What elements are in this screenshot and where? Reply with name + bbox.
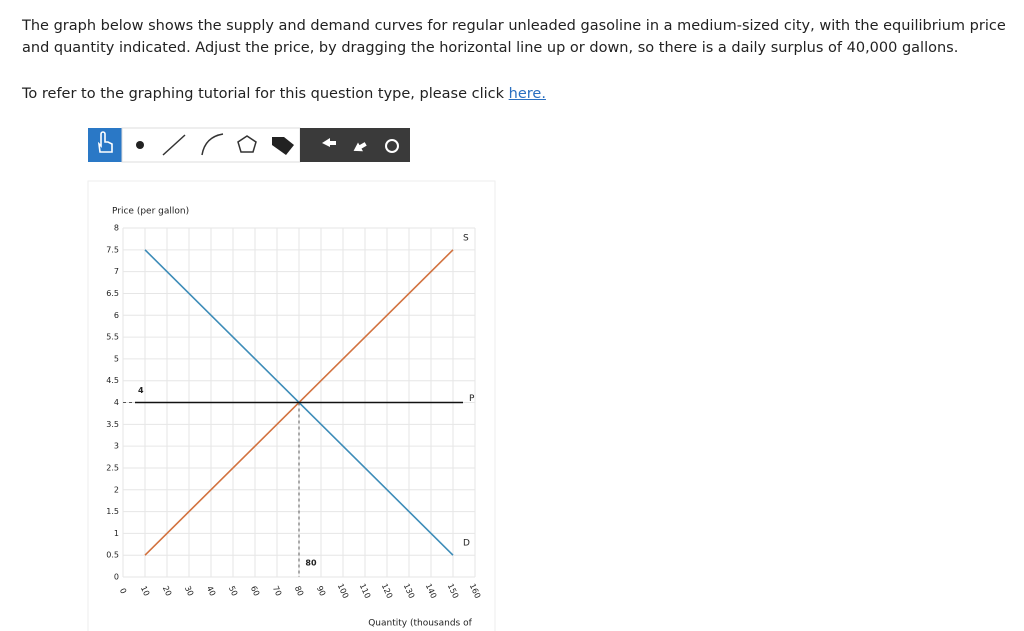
tutorial-link[interactable]: here. (508, 86, 546, 102)
y-tick-label: 3 (114, 442, 119, 451)
equilibrium-quantity-label: 80 (305, 559, 317, 568)
y-tick-label: 6.5 (106, 289, 119, 298)
y-tick-label: 5 (114, 354, 119, 363)
tool-point[interactable] (136, 141, 144, 149)
price-line-label: P (469, 394, 475, 404)
y-tick-label: 0.5 (106, 551, 119, 560)
tool-curve[interactable] (201, 133, 224, 156)
y-tick-label: 4 (114, 398, 119, 407)
tutorial-prefix: To refer to the graphing tutorial for th… (22, 86, 505, 102)
x-tick-label: 80 (293, 584, 305, 597)
x-tick-label: 10 (139, 584, 151, 597)
y-tick-label: 2 (114, 485, 119, 494)
tool-history (300, 128, 410, 162)
x-tick-label: 0 (118, 587, 128, 595)
y-tick-label: 7.5 (106, 245, 119, 254)
y-tick-label: 2.5 (106, 463, 119, 472)
x-tick-label: 40 (205, 584, 217, 597)
plot: 00.511.522.533.544.555.566.577.580 10 20 30… (106, 207, 482, 629)
y-tick-label: 7 (114, 267, 119, 276)
tool-group (121, 127, 301, 163)
hand-icon (97, 131, 113, 153)
question-line: The graph below shows the supply and dem… (22, 18, 1006, 34)
tool-undo[interactable] (322, 138, 336, 147)
y-tick-label: 8 (114, 224, 119, 233)
toolbar (88, 127, 410, 163)
x-axis-title: Quantity (thousands of (368, 619, 472, 629)
graph-panel (87, 180, 496, 631)
x-tick-label: 30 (183, 584, 195, 597)
tool-redo[interactable] (351, 140, 368, 156)
tool-reset[interactable] (385, 139, 399, 153)
y-tick-label: 4.5 (106, 376, 119, 385)
y-tick-label: 5.5 (106, 333, 119, 342)
x-tick-label: 60 (249, 584, 261, 597)
y-tick-label: 0 (114, 573, 119, 582)
x-tick-label: 90 (315, 584, 327, 597)
tool-label[interactable] (272, 137, 294, 155)
x-tick-label: 50 (227, 584, 239, 597)
y-tick-label: 1 (114, 529, 119, 538)
series-label: S (463, 233, 469, 243)
y-tick-label: 6 (114, 311, 119, 320)
x-tick-label: 20 (161, 584, 173, 597)
y-tick-label: 1.5 (106, 507, 119, 516)
equilibrium-price-label: 4 (138, 386, 144, 395)
question-line: and quantity indicated. Adjust the price… (22, 40, 959, 56)
tool-line[interactable] (162, 134, 186, 156)
series-label: D (463, 539, 470, 549)
y-tick-label: 3.5 (106, 420, 119, 429)
tutorial-text: To refer to the graphing tutorial for th… (22, 86, 546, 102)
x-tick-label: 70 (271, 584, 283, 597)
tool-polygon[interactable] (237, 135, 257, 153)
y-axis-title: Price (per gallon) (112, 207, 189, 217)
